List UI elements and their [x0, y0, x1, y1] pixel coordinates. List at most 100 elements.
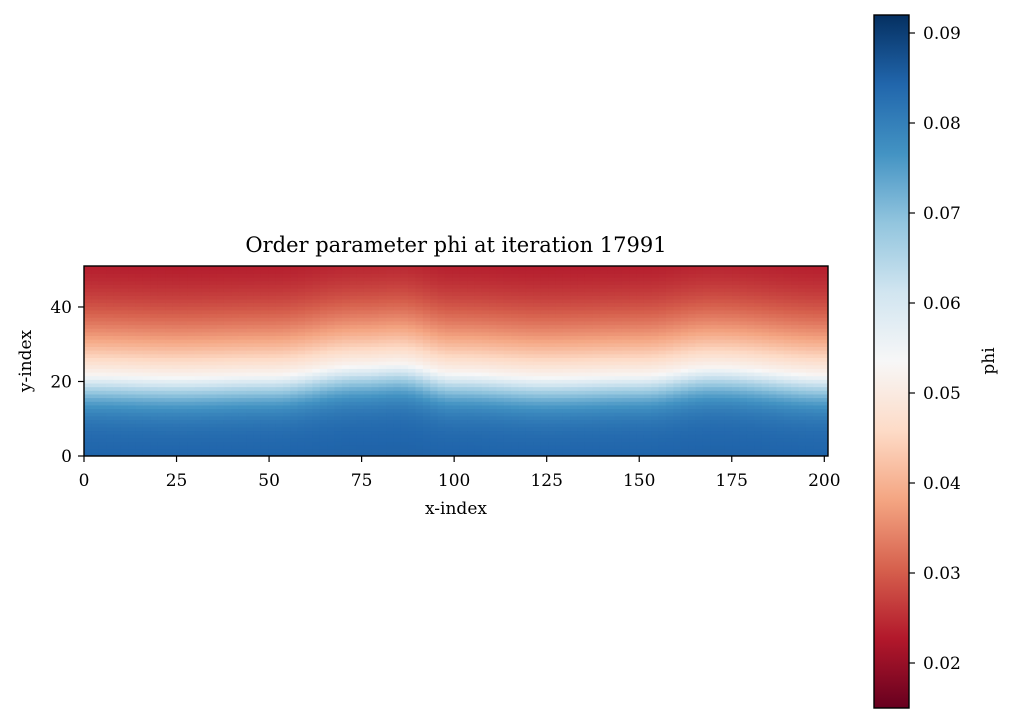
heatmap-cell — [791, 357, 800, 362]
heatmap-cell — [113, 302, 122, 307]
heatmap-cell — [511, 357, 520, 362]
heatmap-cell — [577, 364, 586, 369]
heatmap-cell — [724, 382, 733, 388]
heatmap-cell — [334, 393, 343, 399]
heatmap-cell — [393, 445, 402, 450]
heatmap-cell — [341, 317, 350, 322]
heatmap-cell — [150, 295, 159, 300]
heatmap-cell — [165, 364, 173, 369]
heatmap-cell — [113, 361, 122, 366]
heatmap-cell — [739, 331, 748, 337]
heatmap-cell — [304, 342, 313, 347]
heatmap-cell — [746, 412, 755, 417]
heatmap-cell — [393, 331, 402, 337]
heatmap-cell — [341, 273, 350, 278]
heatmap-cell — [223, 419, 232, 424]
heatmap-cell — [238, 368, 247, 373]
heatmap-cell — [629, 276, 638, 282]
heatmap-cell — [467, 280, 476, 285]
heatmap-cell — [724, 287, 733, 293]
heatmap-cell — [562, 284, 571, 289]
heatmap-cell — [216, 393, 225, 399]
heatmap-cell — [805, 379, 814, 384]
heatmap-cell — [304, 364, 313, 369]
heatmap-cell — [769, 331, 778, 337]
heatmap-cell — [481, 452, 490, 456]
heatmap-cell — [363, 437, 372, 442]
heatmap-cell — [290, 342, 299, 347]
heatmap-cell — [459, 324, 468, 329]
heatmap-cell — [518, 448, 527, 453]
heatmap-cell — [607, 371, 615, 377]
heatmap-cell — [400, 346, 409, 351]
heatmap-cell — [260, 401, 269, 406]
heatmap-cell — [319, 361, 328, 366]
heatmap-cell — [98, 324, 107, 329]
heatmap-cell — [798, 412, 807, 417]
heatmap-cell — [555, 379, 564, 384]
heatmap-cell — [157, 361, 166, 366]
heatmap-cell — [452, 280, 461, 285]
heatmap-cell — [776, 375, 785, 380]
heatmap-cell — [769, 452, 778, 456]
heatmap-cell — [746, 419, 755, 424]
heatmap-cell — [223, 423, 232, 428]
heatmap-cell — [91, 295, 100, 300]
heatmap-cell — [275, 317, 284, 322]
heatmap-cell — [400, 448, 409, 453]
heatmap-cell — [496, 371, 505, 377]
heatmap-cell — [84, 350, 92, 355]
heatmap-cell — [444, 276, 453, 282]
heatmap-cell — [106, 357, 115, 362]
heatmap-cell — [783, 306, 792, 311]
heatmap-cell — [319, 408, 328, 413]
heatmap-cell — [754, 412, 763, 417]
heatmap-cell — [570, 452, 579, 456]
heatmap-cell — [275, 448, 284, 453]
heatmap-cell — [422, 324, 431, 329]
heatmap-cell — [548, 317, 557, 322]
heatmap-cell — [813, 393, 822, 399]
heatmap-cell — [415, 328, 424, 333]
heatmap-cell — [253, 335, 262, 340]
heatmap-cell — [282, 448, 291, 453]
heatmap-cell — [238, 419, 247, 424]
heatmap-cell — [452, 423, 461, 428]
heatmap-cell — [614, 295, 623, 300]
heatmap-cell — [562, 331, 571, 337]
heatmap-cell — [106, 335, 115, 340]
heatmap-cell — [150, 393, 159, 399]
heatmap-cell — [349, 393, 358, 399]
heatmap-cell — [769, 357, 778, 362]
heatmap-cell — [187, 393, 196, 399]
heatmap-cell — [415, 302, 424, 307]
heatmap-cell — [393, 280, 402, 285]
heatmap-cell — [555, 445, 564, 450]
heatmap-cell — [378, 291, 387, 296]
heatmap-cell — [467, 346, 476, 351]
heatmap-cell — [282, 273, 291, 278]
heatmap-cell — [452, 331, 461, 337]
heatmap-cell — [813, 426, 822, 432]
heatmap-cell — [444, 404, 453, 410]
heatmap-cell — [349, 346, 358, 351]
heatmap-cell — [341, 412, 350, 417]
heatmap-cell — [165, 328, 173, 333]
heatmap-cell — [341, 276, 350, 282]
heatmap-cell — [717, 361, 726, 366]
heatmap-cell — [732, 408, 741, 413]
heatmap-cell — [592, 434, 601, 439]
heatmap-cell — [621, 317, 630, 322]
heatmap-cell — [157, 415, 166, 421]
heatmap-cell — [791, 415, 800, 421]
heatmap-cell — [312, 339, 321, 344]
heatmap-cell — [253, 437, 262, 442]
heatmap-cell — [459, 342, 468, 347]
heatmap-cell — [430, 313, 439, 318]
heatmap-cell — [798, 430, 807, 435]
heatmap-cell — [223, 379, 232, 384]
heatmap-cell — [621, 448, 630, 453]
heatmap-cell — [511, 393, 520, 399]
heatmap-cell — [525, 448, 534, 453]
heatmap-cell — [452, 426, 461, 432]
